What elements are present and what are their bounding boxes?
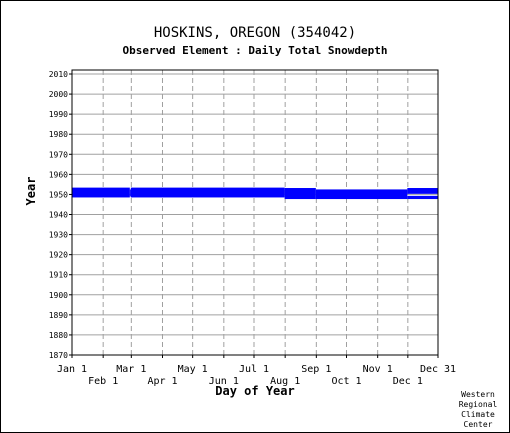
x-tick-label: Sep 1 xyxy=(301,364,331,375)
y-tick-label: 1950 xyxy=(49,190,68,199)
x-tick-label: Jul 1 xyxy=(239,364,269,375)
y-tick-label: 2010 xyxy=(49,70,68,79)
x-tick-label: May 1 xyxy=(178,364,208,375)
plot-border xyxy=(71,69,439,356)
y-tick-label: 1920 xyxy=(49,251,68,260)
x-tick-label: Apr 1 xyxy=(147,376,177,387)
data-bar xyxy=(315,189,408,200)
y-tick-label: 1960 xyxy=(49,170,68,179)
y-tick-label: 1930 xyxy=(49,231,68,240)
data-bar xyxy=(284,188,316,200)
x-axis-label: Day of Year xyxy=(215,384,295,398)
x-tick-label: Dec 1 xyxy=(393,376,423,387)
credit-line: Center xyxy=(463,420,493,429)
data-bar xyxy=(130,187,285,198)
y-tick-label: 1940 xyxy=(49,211,68,220)
y-tick-label: 1910 xyxy=(49,271,68,280)
y-tick-label: 2000 xyxy=(49,90,68,99)
credit-line: Regional xyxy=(458,400,498,409)
y-tick-label: 1890 xyxy=(49,311,68,320)
data-bar xyxy=(129,189,131,197)
y-tick-label: 1870 xyxy=(49,351,68,360)
chart-title: HOSKINS, OREGON (354042) xyxy=(153,25,357,41)
y-tick-label: 1980 xyxy=(49,130,68,139)
x-tick-label: Feb 1 xyxy=(88,376,118,387)
data-bar xyxy=(72,187,130,198)
x-tick-label: Jun 1 xyxy=(209,376,239,387)
x-tick-label: Oct 1 xyxy=(331,376,361,387)
x-tick-label: Jan 1 xyxy=(57,364,87,375)
data-bar xyxy=(407,195,438,200)
y-tick-label: 1970 xyxy=(49,150,68,159)
credit-line: Western xyxy=(461,390,495,399)
chart-subtitle: Observed Element : Daily Total Snowdepth xyxy=(122,44,388,57)
credit-text: Western Regional Climate Center xyxy=(449,390,507,430)
y-tick-label: 1990 xyxy=(49,110,68,119)
y-tick-label: 1900 xyxy=(49,291,68,300)
x-tick-label: Mar 1 xyxy=(116,364,146,375)
data-bar xyxy=(407,188,438,194)
x-tick-label: Aug 1 xyxy=(270,376,300,387)
x-tick-label: Dec 31 xyxy=(420,364,456,375)
x-tick-label: Nov 1 xyxy=(363,364,393,375)
credit-line: Climate xyxy=(461,410,495,419)
y-tick-label: 1880 xyxy=(49,331,68,340)
